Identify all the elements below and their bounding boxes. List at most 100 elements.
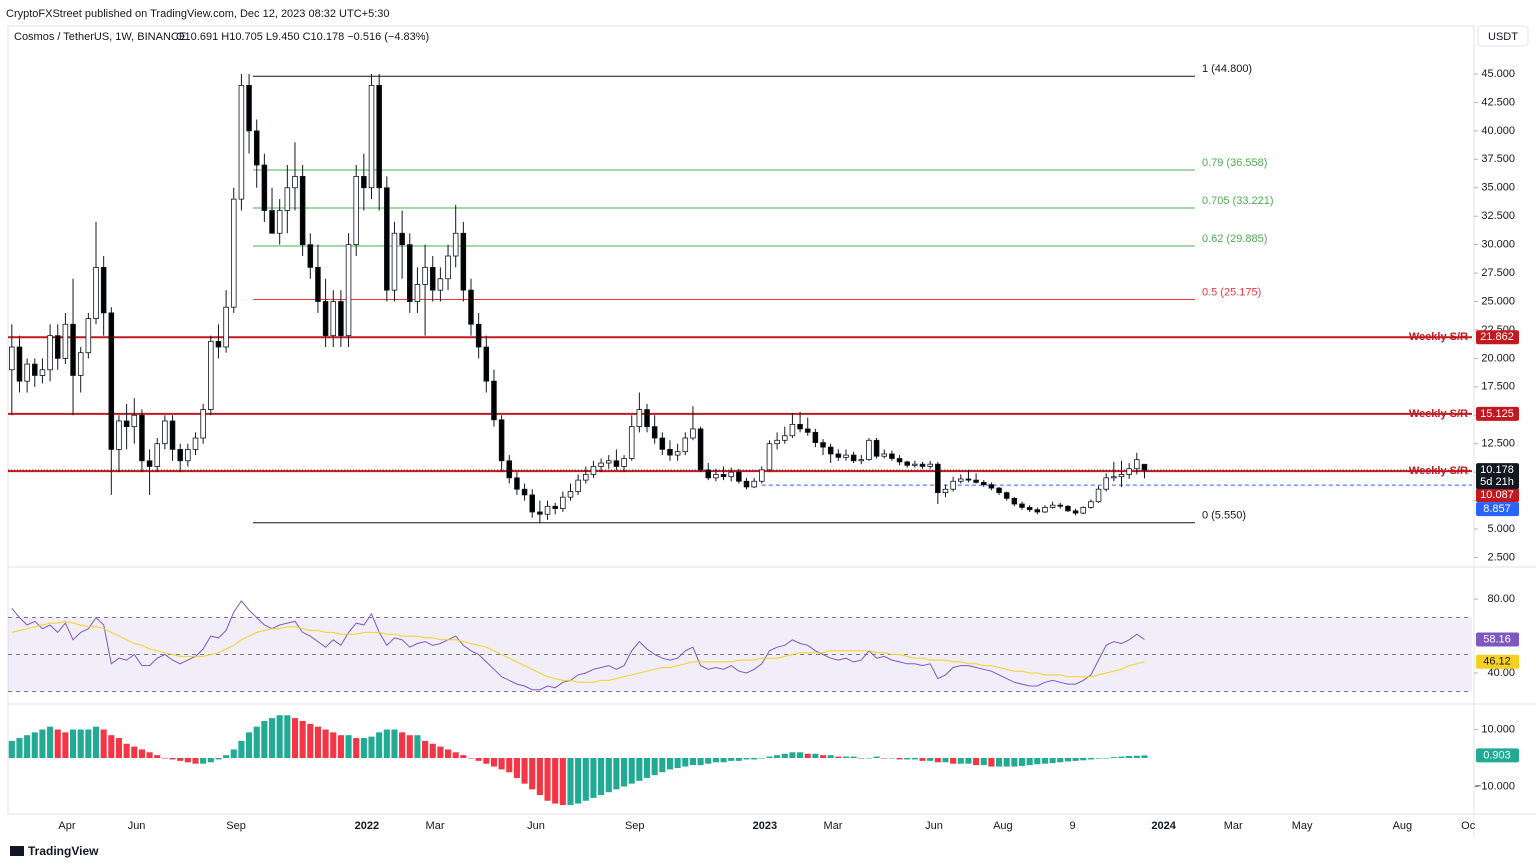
y-tick-label: 30.000 [1481,239,1515,251]
candle-body [644,409,650,428]
histogram-bar [598,758,605,796]
candle-body [659,437,666,450]
histogram-bar [422,740,429,759]
candle-body [667,449,673,456]
histogram-bar [314,726,322,759]
candle-body [912,463,918,466]
fib-label: 0.705 (33.221) [1202,195,1274,207]
x-tick-label: 2023 [753,820,777,832]
candle-body [246,84,252,132]
histogram-bar [896,758,903,760]
currency-button[interactable] [1477,25,1529,47]
candle-body [965,478,972,481]
candle-body [85,318,92,354]
histogram-bar [819,755,827,759]
histogram-bar [444,749,452,759]
histogram-bar [1018,758,1026,766]
candle-body [1019,503,1025,508]
histogram-bar [1126,756,1133,759]
histogram-bar [705,758,712,764]
candle-body [506,460,513,479]
histogram-bar [521,758,528,784]
x-tick-label: Aug [993,820,1013,832]
indicator-line [11,620,1145,683]
histogram-bar [200,758,207,764]
candle-body [743,480,750,488]
sr-label: Weekly S/R [1409,465,1468,477]
histogram-bar [284,715,291,759]
histogram-bar [230,749,237,759]
candle-body [498,419,505,462]
candle-body [77,352,84,376]
candle-body [376,84,382,189]
histogram-bar [751,758,758,760]
histogram-bar [215,758,222,760]
price-tag [1476,654,1519,669]
histogram-bar [253,726,260,759]
x-tick-label: Sep [226,820,246,832]
histogram-bar [911,758,918,760]
histogram-bar [720,758,727,763]
histogram-bar [674,758,681,768]
candle-body [1011,497,1018,505]
candle-body [16,346,23,382]
y-tick-label: 35.000 [1481,182,1515,194]
histogram-bar [689,758,696,766]
histogram-bar [1080,758,1087,761]
histogram-bar [406,735,413,759]
candle-body [728,471,734,478]
price-tag-label: 8.857 [1483,503,1511,515]
candle-body [1141,463,1148,471]
candle-body [93,266,99,319]
histogram-bar [85,729,92,759]
histogram-bar [100,729,107,759]
histogram-bar [368,736,375,759]
candle-body [1072,510,1079,514]
fib-label: 0.5 (25.175) [1202,286,1261,298]
histogram-bar [567,758,574,806]
histogram-bar [850,756,857,759]
histogram-bar [927,758,934,761]
candle-body [873,439,880,457]
candle-body [537,511,543,515]
histogram-bar [1118,756,1125,759]
candle-body [284,187,291,211]
histogram-bar [559,758,566,806]
histogram-bar [728,758,735,761]
histogram-bar [299,720,306,759]
histogram-bar [835,756,842,759]
histogram-bar [24,735,31,759]
candle-body [881,453,888,457]
y-tick-label: 37.500 [1481,153,1515,165]
candle-body [705,469,712,479]
price-tag [1476,632,1519,647]
candle-body [399,232,405,246]
histogram-bar [460,755,467,759]
currency[interactable]: USDT [1488,31,1518,43]
histogram-bar [452,752,459,759]
candle-body [139,414,145,462]
y-tick-label: 5.000 [1487,523,1515,535]
candle-body [812,431,819,443]
y-tick-label: 45.000 [1481,68,1515,80]
histogram-bar [988,758,995,767]
histogram-bar [131,746,138,759]
candle-body [1111,476,1117,479]
candle-body [720,474,727,478]
candle-body [980,481,987,486]
candle-body [338,301,344,337]
candle-body [751,480,757,488]
histogram-bar [291,718,299,759]
histogram-bar [322,729,329,759]
histogram-bar [353,738,360,759]
candle-body [896,458,903,463]
histogram-bar [330,732,337,759]
histogram-bar [506,758,513,773]
candle-body [407,244,413,302]
candle-body [697,428,704,471]
candle-body [475,323,482,348]
y-tick-label: 32.500 [1481,210,1515,222]
y-tick-label: 12.500 [1481,438,1515,450]
candle-body [391,232,398,291]
